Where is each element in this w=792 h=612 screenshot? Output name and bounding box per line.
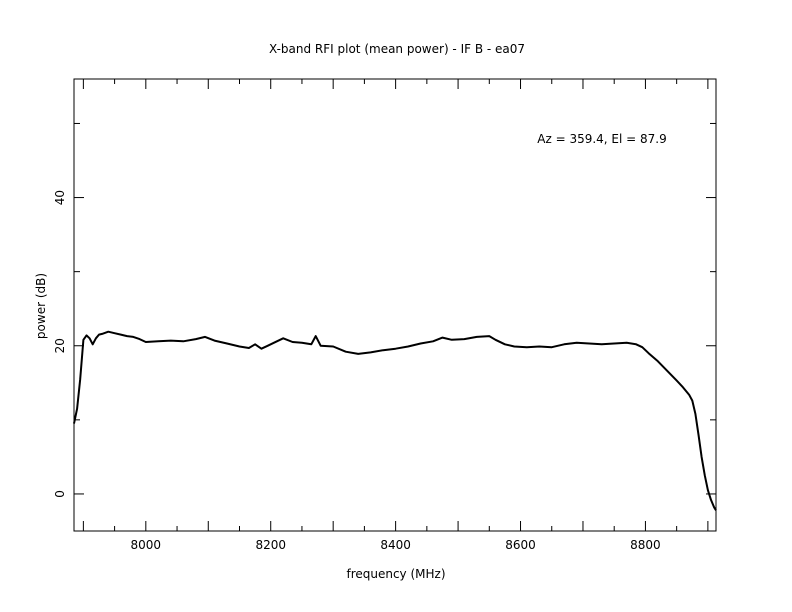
plot-frame: [73, 78, 717, 532]
tick-labels: 8000 8200 8400 8600 8800 0 20 40: [53, 190, 661, 552]
x-tick-label: 8600: [505, 538, 536, 552]
x-tick-label: 8800: [630, 538, 661, 552]
x-tick-label: 8200: [255, 538, 286, 552]
chart-title: X-band RFI plot (mean power) - IF B - ea…: [269, 42, 525, 56]
data-series-line: [73, 330, 717, 511]
pointing-annotation: Az = 359.4, El = 87.9: [537, 132, 667, 146]
y-tick-label: 40: [53, 190, 67, 205]
x-tick-label: 8000: [131, 538, 162, 552]
y-tick-label: 20: [53, 338, 67, 353]
x-axis-label: frequency (MHz): [346, 567, 445, 581]
axis-ticks: [74, 79, 716, 531]
x-tick-label: 8400: [380, 538, 411, 552]
y-axis-label: power (dB): [34, 273, 48, 339]
y-tick-label: 0: [53, 490, 67, 498]
